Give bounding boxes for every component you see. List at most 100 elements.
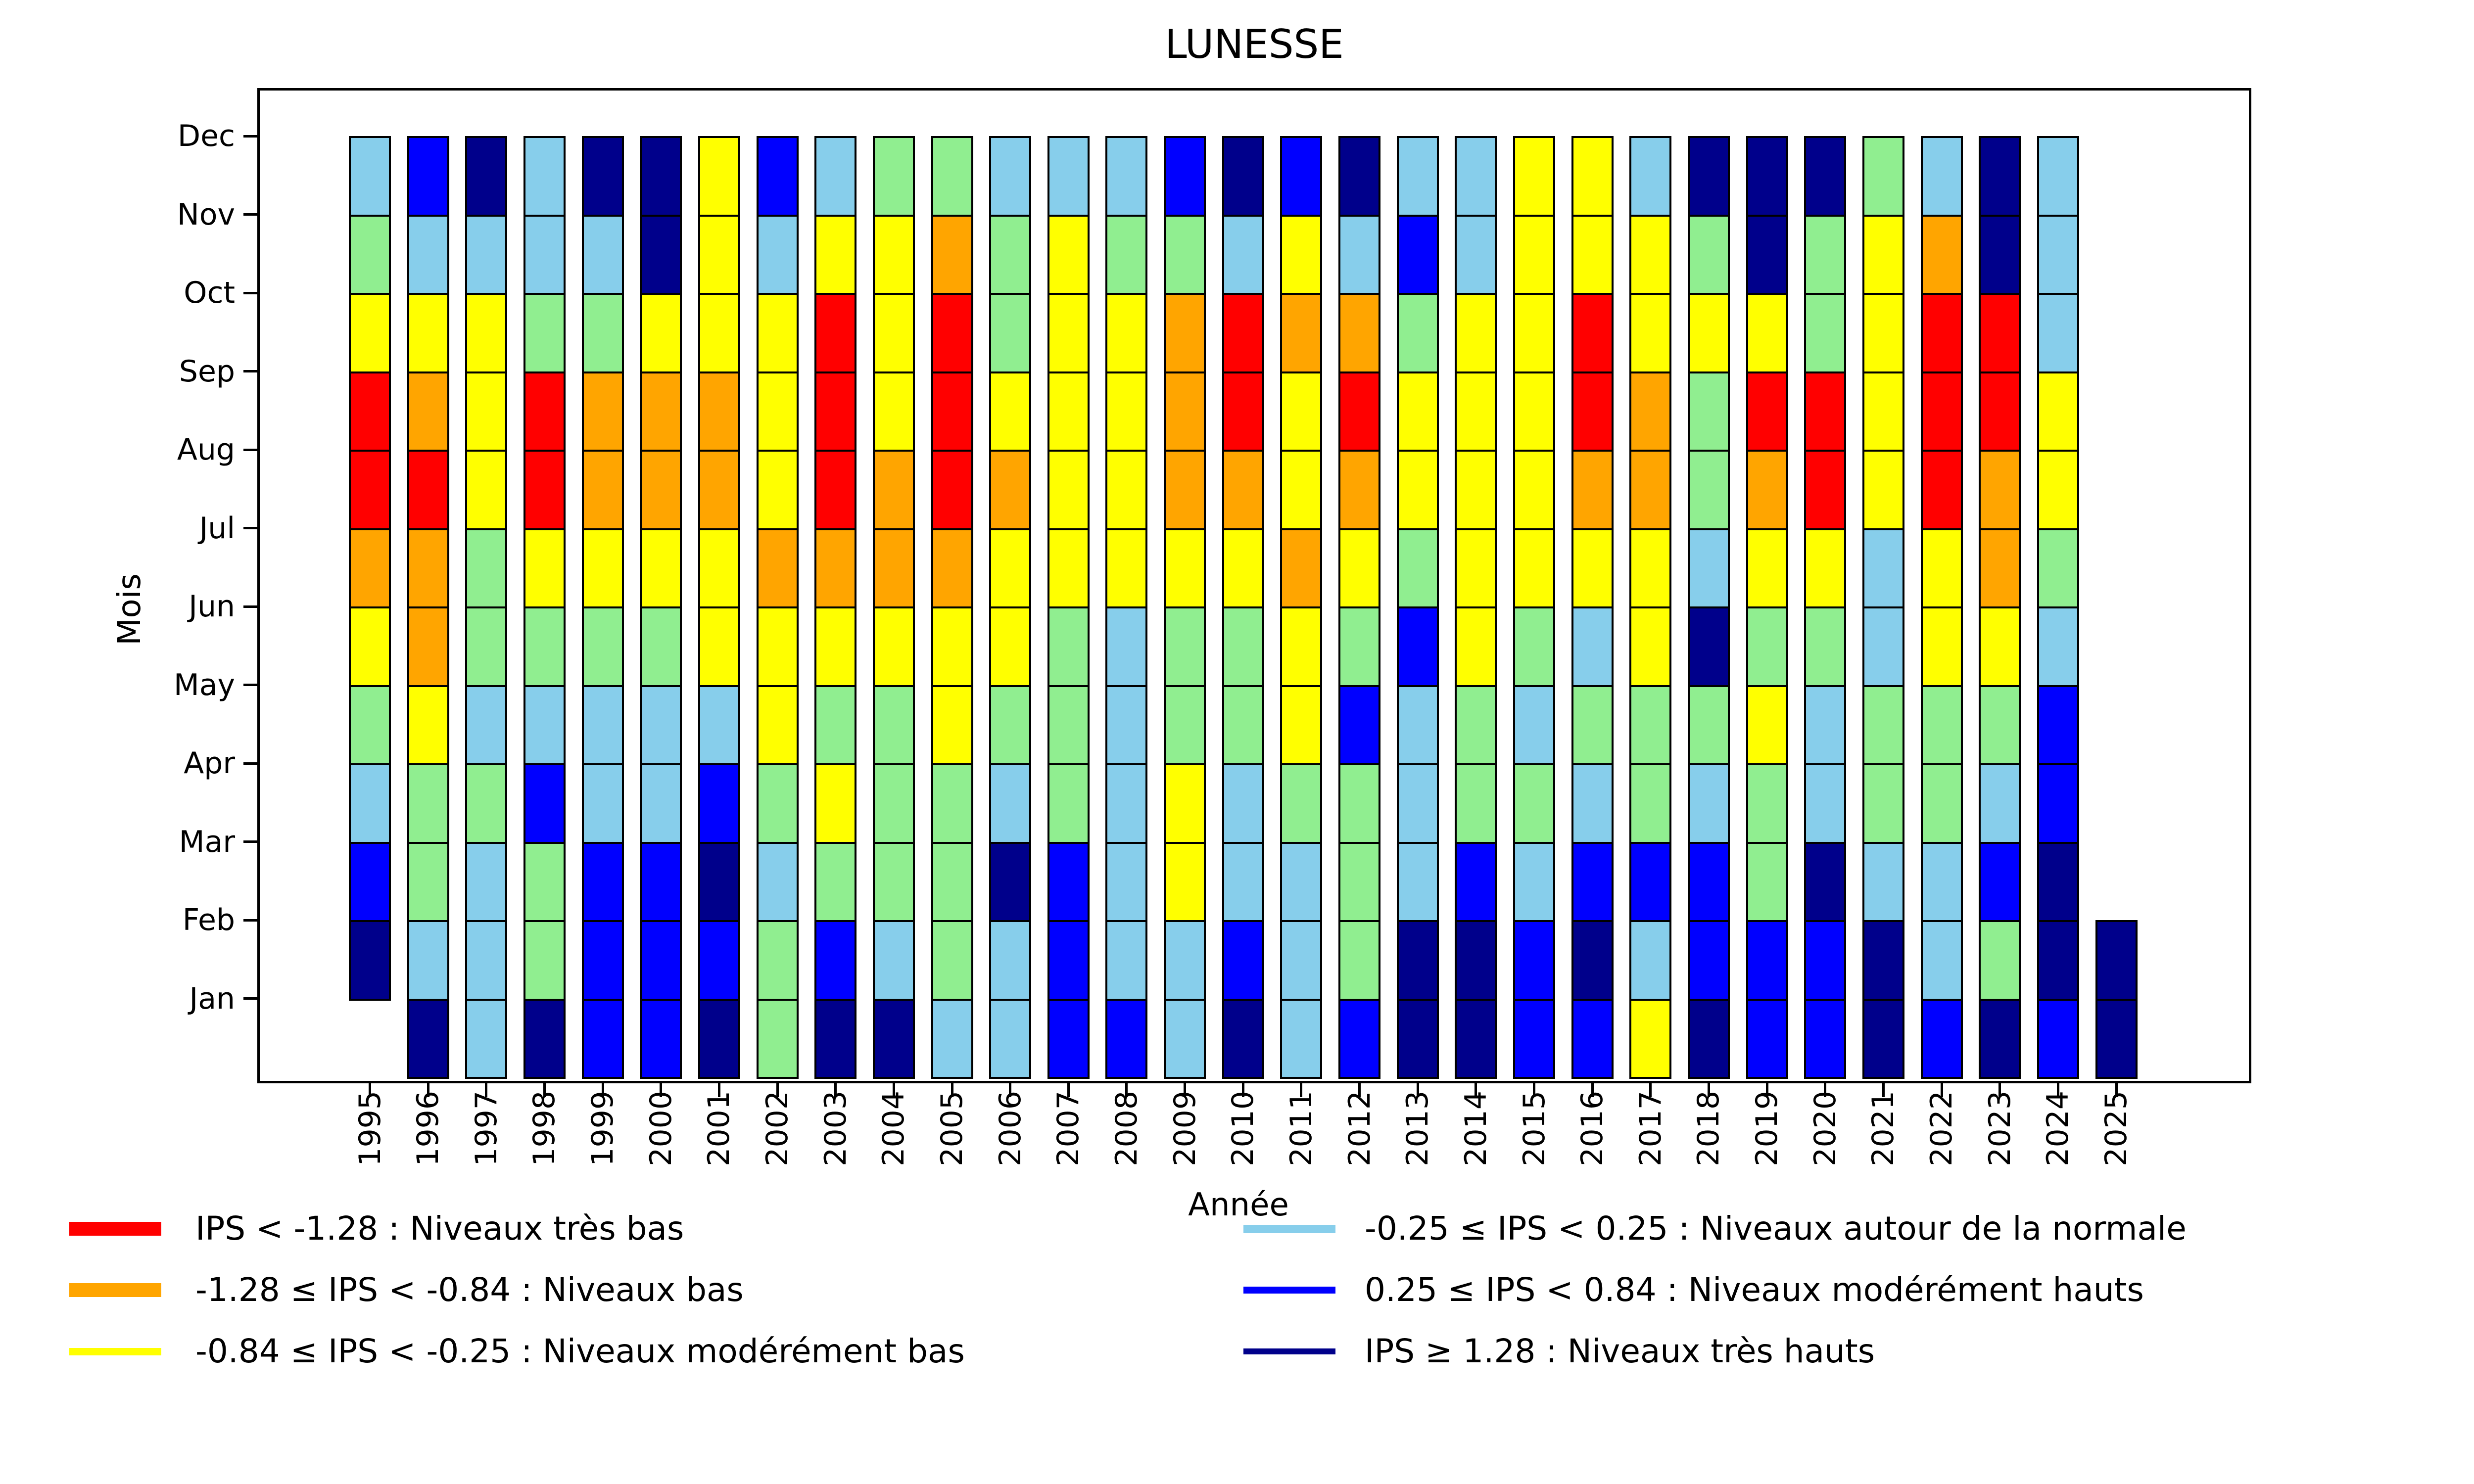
heatmap-cell: [1396, 606, 1439, 687]
heatmap-cell: [1804, 371, 1847, 452]
heatmap-cell: [1338, 763, 1381, 844]
heatmap-cell: [1920, 841, 1963, 923]
heatmap-cell: [465, 371, 508, 452]
heatmap-cell: [1280, 685, 1323, 766]
heatmap-cell: [1280, 606, 1323, 687]
x-axis-tick: [892, 1083, 895, 1097]
heatmap-cell: [698, 371, 740, 452]
heatmap-cell: [814, 763, 857, 844]
heatmap-cell: [1746, 293, 1788, 373]
heatmap-cell: [1862, 371, 1904, 452]
heatmap-cell: [1396, 214, 1439, 295]
heatmap-cell: [1513, 998, 1555, 1079]
month-tick-label: Nov: [177, 197, 235, 232]
heatmap-cell: [1455, 528, 1497, 609]
month-tick-label: Jan: [189, 981, 236, 1016]
heatmap-cell: [1862, 214, 1904, 295]
heatmap-cell: [1920, 606, 1963, 687]
heatmap-cell: [1920, 371, 1963, 452]
x-axis-tick: [1882, 1083, 1885, 1097]
heatmap-cell: [1513, 528, 1555, 609]
heatmap-cell: [581, 528, 624, 609]
heatmap-cell: [581, 293, 624, 373]
heatmap-cell: [1455, 763, 1497, 844]
heatmap-cell: [1338, 371, 1381, 452]
heatmap-cell: [1804, 528, 1847, 609]
heatmap-cell: [931, 214, 973, 295]
heatmap-cell: [523, 136, 566, 217]
heatmap-cell: [349, 685, 391, 766]
heatmap-cell: [349, 920, 391, 1001]
year-tick-label: 2013: [1400, 1091, 1435, 1166]
x-axis-tick: [1067, 1083, 1070, 1097]
heatmap-cell: [465, 685, 508, 766]
heatmap-cell: [2095, 920, 2138, 1001]
heatmap-cell: [1687, 841, 1730, 923]
heatmap-cell: [640, 214, 682, 295]
heatmap-cell: [1396, 136, 1439, 217]
heatmap-cell: [2037, 214, 2079, 295]
heatmap-cell: [756, 293, 799, 373]
heatmap-cell: [1571, 763, 1614, 844]
heatmap-cell: [1047, 763, 1090, 844]
heatmap-cell: [989, 528, 1032, 609]
heatmap-cell: [1455, 685, 1497, 766]
heatmap-cell: [1338, 606, 1381, 687]
x-axis-tick: [369, 1083, 371, 1097]
legend-label: 0.25 ≤ IPS < 0.84 : Niveaux modérément h…: [1365, 1271, 2144, 1309]
heatmap-cell: [1164, 763, 1206, 844]
heatmap-cell: [1164, 371, 1206, 452]
heatmap-cell: [1746, 841, 1788, 923]
heatmap-cell: [1746, 998, 1788, 1079]
heatmap-cell: [814, 528, 857, 609]
year-tick-label: 2018: [1691, 1091, 1726, 1166]
legend-swatch-C: [1243, 1224, 1335, 1233]
heatmap-cell: [814, 371, 857, 452]
heatmap-cell: [1047, 214, 1090, 295]
year-tick-label: 2024: [2041, 1091, 2076, 1166]
heatmap-cell: [1513, 214, 1555, 295]
heatmap-cell: [1862, 136, 1904, 217]
heatmap-cell: [872, 685, 915, 766]
heatmap-cell: [1164, 528, 1206, 609]
heatmap-cell: [640, 998, 682, 1079]
y-axis-tick: [243, 840, 257, 843]
heatmap-cell: [1396, 371, 1439, 452]
heatmap-cell: [1338, 920, 1381, 1001]
heatmap-cell: [1047, 371, 1090, 452]
heatmap-cell: [1222, 136, 1264, 217]
heatmap-cell: [581, 763, 624, 844]
year-tick-label: 2025: [2099, 1091, 2134, 1166]
legend-label: -0.25 ≤ IPS < 0.25 : Niveaux autour de l…: [1365, 1209, 2187, 1248]
x-axis-tick: [1125, 1083, 1128, 1097]
heatmap-cell: [407, 528, 449, 609]
x-axis-tick: [951, 1083, 953, 1097]
heatmap-cell: [407, 841, 449, 923]
x-axis-tick: [2115, 1083, 2118, 1097]
heatmap-cell: [465, 450, 508, 530]
heatmap-cell: [1280, 136, 1323, 217]
heatmap-cell: [1280, 371, 1323, 452]
heatmap-cell: [1687, 371, 1730, 452]
heatmap-cell: [523, 214, 566, 295]
heatmap-cell: [1455, 606, 1497, 687]
heatmap-cell: [698, 606, 740, 687]
heatmap-cell: [2037, 606, 2079, 687]
heatmap-cell: [1105, 606, 1148, 687]
heatmap-cell: [872, 606, 915, 687]
heatmap-cell: [407, 371, 449, 452]
heatmap-cell: [1629, 920, 1672, 1001]
heatmap-cell: [814, 998, 857, 1079]
heatmap-cell: [581, 920, 624, 1001]
x-axis-tick: [1475, 1083, 1477, 1097]
heatmap-cell: [1687, 293, 1730, 373]
heatmap-cell: [1280, 293, 1323, 373]
heatmap-cell: [1979, 214, 2021, 295]
heatmap-cell: [2037, 998, 2079, 1079]
heatmap-cell: [1047, 606, 1090, 687]
x-axis-tick: [1300, 1083, 1303, 1097]
heatmap-cell: [465, 293, 508, 373]
heatmap-cell: [1920, 293, 1963, 373]
x-axis-tick: [1241, 1083, 1244, 1097]
heatmap-cell: [1105, 293, 1148, 373]
